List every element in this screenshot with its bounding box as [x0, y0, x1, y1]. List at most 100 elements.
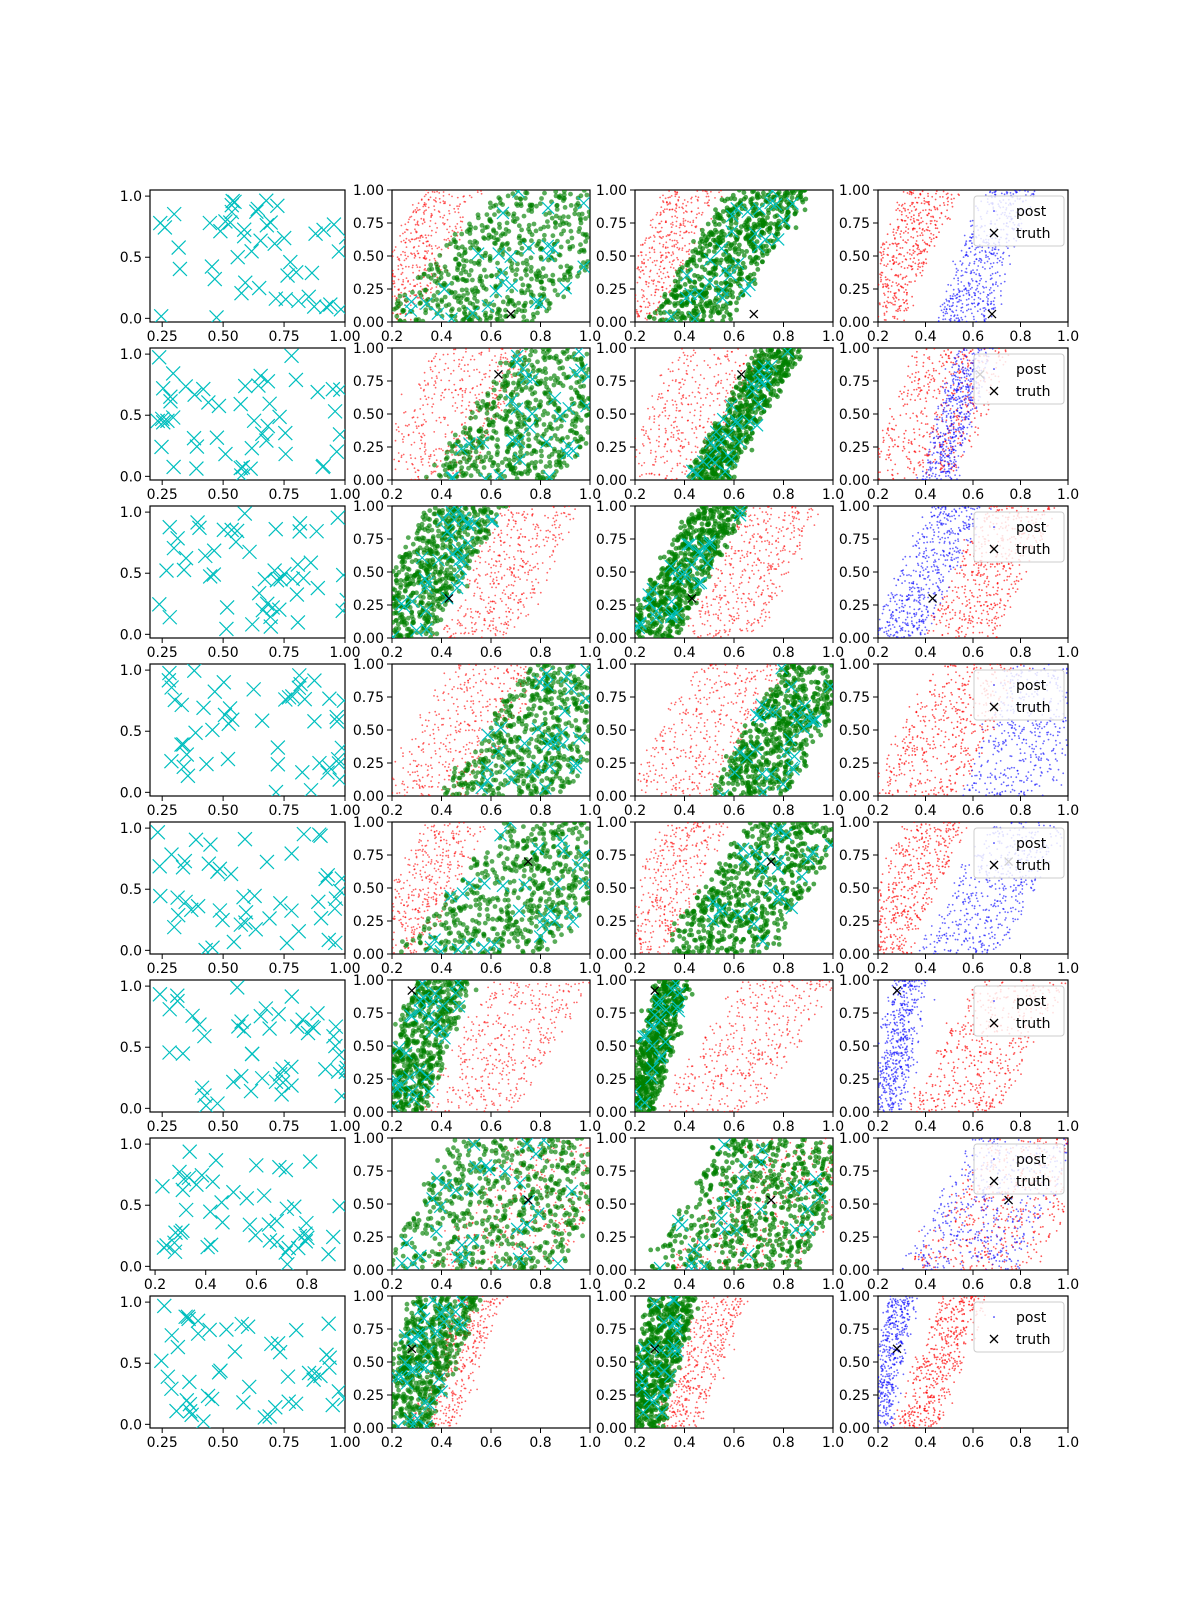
sample-point [750, 190, 755, 195]
axes-frame-r2-c1 [149, 347, 346, 481]
sample-point [689, 411, 691, 414]
sample-point [420, 455, 422, 458]
sample-point [660, 226, 663, 229]
observation-x-marker [664, 310, 678, 322]
sample-point [978, 259, 980, 262]
sample-point [990, 252, 993, 255]
sample-point [636, 312, 638, 315]
sample-point [892, 315, 894, 318]
sample-point [682, 220, 685, 223]
sample-point [424, 453, 427, 455]
sample-point [671, 379, 674, 382]
sample-point [659, 251, 662, 254]
sample-point [540, 412, 546, 418]
sample-point [394, 295, 396, 298]
sample-point [927, 202, 930, 205]
sample-point [649, 270, 652, 273]
row-2: 0.25 0.50 0.75 1.000.00.51.00.2 0.4 0.6 0.8 1.0… [120, 341, 1079, 503]
sample-point [676, 240, 678, 242]
sample-point [425, 420, 427, 423]
sample-point [448, 231, 450, 234]
sample-point [891, 256, 894, 258]
x-tick-label: 1.00 [329, 487, 360, 503]
sample-x-marker [234, 285, 249, 301]
sample-point [412, 264, 414, 267]
observation-x-marker [462, 437, 476, 450]
sample-point [986, 296, 988, 298]
sample-point [464, 391, 467, 394]
sample-point [566, 222, 572, 228]
sample-point [423, 203, 426, 206]
sample-point [466, 272, 472, 278]
sample-point [902, 239, 905, 242]
sample-point [939, 217, 941, 219]
sample-point [471, 387, 474, 390]
sample-point [578, 193, 584, 199]
sample-point [488, 348, 491, 350]
sample-point [969, 251, 972, 253]
sample-point [656, 231, 659, 233]
sample-point [577, 226, 582, 231]
sample-point [684, 379, 686, 382]
sample-point [562, 205, 568, 210]
sample-point [934, 224, 937, 227]
sample-point [714, 308, 720, 314]
sample-point [960, 269, 963, 272]
sample-point [504, 383, 509, 389]
sample-point [900, 285, 903, 288]
sample-point [971, 219, 974, 222]
sample-point [548, 421, 553, 427]
sample-point [533, 449, 539, 455]
sample-point [793, 190, 798, 193]
sample-point [879, 262, 882, 265]
sample-point [978, 282, 981, 285]
sample-point [400, 253, 402, 256]
sample-point [954, 263, 957, 266]
sample-point [728, 196, 734, 202]
sample-point [706, 248, 712, 254]
sample-point [648, 251, 651, 254]
sample-point [693, 369, 695, 371]
sample-x-marker [224, 197, 240, 213]
observation-x-marker [688, 312, 702, 322]
sample-point [895, 249, 898, 252]
sample-point [558, 264, 564, 270]
sample-point [586, 209, 590, 215]
sample-point [664, 403, 667, 406]
sample-point [557, 215, 563, 221]
sample-point [718, 239, 723, 245]
sample-point [458, 205, 460, 208]
observation-x-marker [771, 233, 785, 246]
sample-point [551, 414, 557, 419]
sample-point [443, 368, 446, 371]
sample-x-marker [260, 373, 276, 389]
observation-x-marker [753, 202, 766, 216]
sample-point [578, 436, 584, 442]
sample-point [510, 218, 516, 224]
sample-point [461, 220, 464, 223]
sample-x-marker [202, 215, 218, 231]
sample-x-marker [326, 217, 342, 232]
sample-point [975, 280, 977, 283]
sample-point [642, 294, 644, 296]
x-tick-label: 0.6 [723, 329, 745, 345]
sample-point [704, 243, 710, 249]
sample-point [403, 411, 405, 414]
panel-samples-r2: 0.25 0.50 0.75 1.000.00.51.0 [120, 347, 361, 503]
sample-point [653, 415, 656, 418]
sample-point [688, 231, 690, 234]
sample-point [417, 202, 420, 205]
sample-point [469, 409, 471, 412]
sample-point [417, 237, 420, 239]
sample-point [893, 261, 896, 263]
sample-point [508, 403, 513, 408]
sample-point [565, 277, 571, 283]
sample-point [402, 232, 404, 235]
sample-point [675, 308, 681, 314]
sample-point [690, 403, 693, 406]
sample-point [438, 358, 441, 361]
sample-point [669, 370, 672, 373]
sample-point [685, 204, 688, 207]
sample-point [553, 193, 559, 199]
sample-point [675, 379, 677, 381]
